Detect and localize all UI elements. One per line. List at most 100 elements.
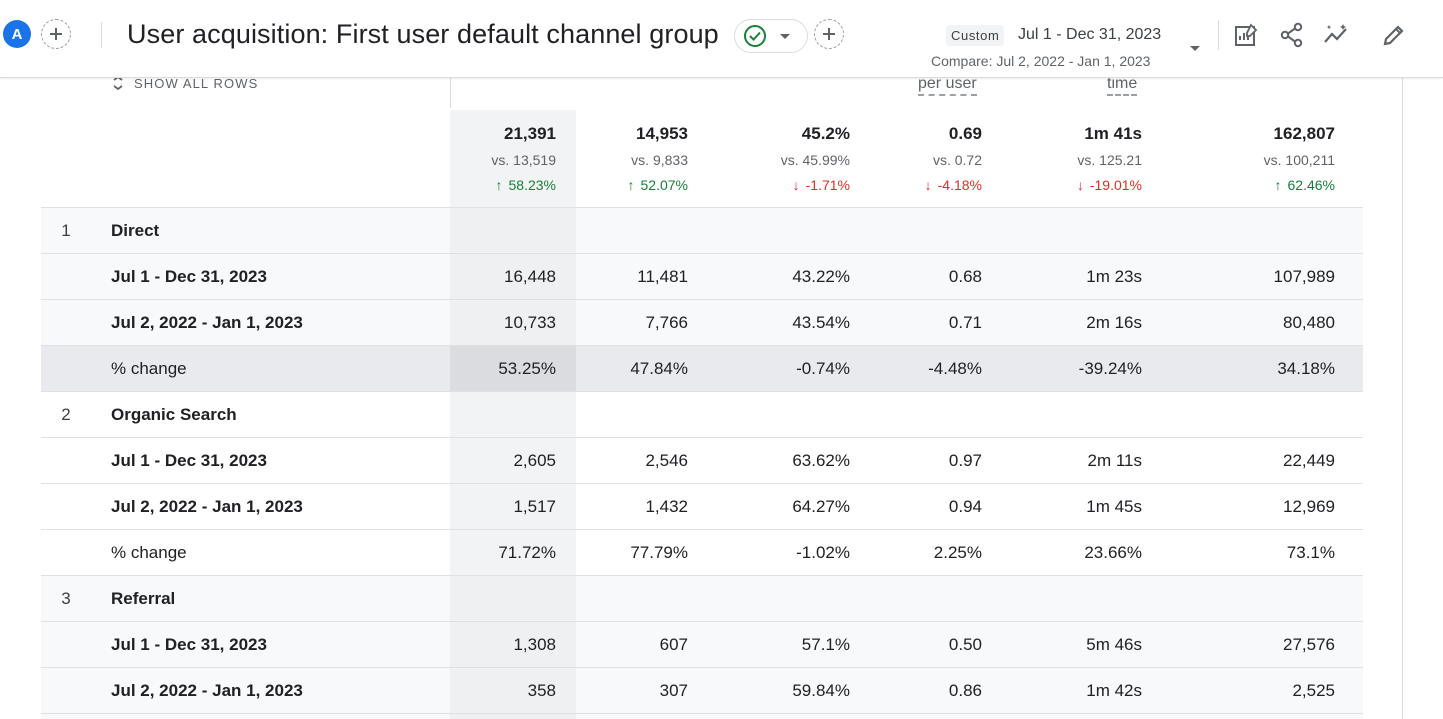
total-cell: 14,953 vs. 9,833 ↑ 52.07% xyxy=(576,110,688,207)
column-divider xyxy=(450,78,451,108)
sorted-column-highlight xyxy=(450,254,576,299)
table-cell: -4.48% xyxy=(928,358,982,378)
arrow-up-icon: ↑ xyxy=(1274,177,1282,193)
table-cell: 53.25% xyxy=(498,358,556,378)
edit-icon[interactable] xyxy=(1378,19,1410,51)
total-value: 21,391 xyxy=(504,124,556,143)
table-row: Jul 1 - Dec 31, 2023 1,308 607 57.1% 0.5… xyxy=(41,622,1363,668)
add-comparison-icon[interactable] xyxy=(41,19,71,49)
table-cell: 0.86 xyxy=(948,680,982,700)
table-cell: 64.27% xyxy=(792,496,850,516)
share-icon[interactable] xyxy=(1276,19,1308,51)
table-row: Jul 2, 2022 - Jan 1, 2023 1,517 1,432 64… xyxy=(41,484,1363,530)
group-row[interactable]: 2 Organic Search xyxy=(41,392,1363,438)
table-cell: 1,432 xyxy=(645,496,688,516)
total-change: ↑ 52.07% xyxy=(627,177,688,193)
channel-name: Direct xyxy=(111,220,160,240)
report-header: A User acquisition: First user default c… xyxy=(0,0,1443,78)
account-avatar[interactable]: A xyxy=(3,20,31,48)
table-cell: 1,308 xyxy=(513,634,556,654)
sorted-column-highlight xyxy=(450,438,576,483)
arrow-down-icon: ↓ xyxy=(792,177,800,193)
row-index: 3 xyxy=(61,588,71,608)
row-label: Jul 2, 2022 - Jan 1, 2023 xyxy=(111,496,303,516)
group-row[interactable]: 1 Direct xyxy=(41,208,1363,254)
sorted-column-highlight xyxy=(450,576,576,621)
show-all-rows-label: SHOW ALL ROWS xyxy=(134,75,259,91)
column-header-per-user[interactable]: per user xyxy=(918,75,977,96)
table-cell: 27,576 xyxy=(1283,634,1335,654)
sorted-column-highlight xyxy=(450,110,576,207)
table-cell: 80,480 xyxy=(1283,312,1335,332)
total-compare: vs. 9,833 xyxy=(631,152,688,168)
sorted-column-highlight xyxy=(450,668,576,713)
row-label: Jul 1 - Dec 31, 2023 xyxy=(111,266,267,286)
arrow-down-icon: ↓ xyxy=(1076,177,1084,193)
add-icon[interactable] xyxy=(814,19,844,49)
table-cell: 22,449 xyxy=(1283,450,1335,470)
total-compare: vs. 45.99% xyxy=(780,152,850,168)
channel-name: Organic Search xyxy=(111,404,237,424)
customize-report-icon[interactable] xyxy=(1230,19,1262,51)
table-cell: 358 xyxy=(527,680,556,700)
total-change: ↑ 62.46% xyxy=(1274,177,1335,193)
table-cell: -0.74% xyxy=(796,358,850,378)
table-cell: 0.50 xyxy=(948,634,982,654)
table-row: Jul 1 - Dec 31, 2023 2,605 2,546 63.62% … xyxy=(41,438,1363,484)
table-row-cutoff xyxy=(41,714,1363,719)
table-cell: 0.68 xyxy=(948,266,982,286)
row-index: 2 xyxy=(61,404,71,424)
total-cell: 162,807 vs. 100,211 ↑ 62.46% xyxy=(1142,110,1335,207)
column-header-time[interactable]: time xyxy=(1107,75,1138,96)
group-row[interactable]: 3 Referral xyxy=(41,576,1363,622)
table-cell: 5m 46s xyxy=(1086,634,1142,654)
sorted-column-highlight xyxy=(450,300,576,345)
sorted-column-highlight xyxy=(450,208,576,253)
insights-icon[interactable] xyxy=(1321,19,1353,51)
total-cell: 0.69 vs. 0.72 ↓ -4.18% xyxy=(850,110,982,207)
compare-range-text: Compare: Jul 2, 2022 - Jan 1, 2023 xyxy=(931,53,1151,69)
table-cell: 43.22% xyxy=(792,266,850,286)
table-cell: 2.25% xyxy=(933,542,982,562)
channel-name: Referral xyxy=(111,588,176,608)
table-row: % change 53.25% 47.84% -0.74% -4.48% -39… xyxy=(41,346,1363,392)
table-cell: 34.18% xyxy=(1277,358,1335,378)
table-cell: 47.84% xyxy=(630,358,688,378)
table-cell: 2m 11s xyxy=(1087,450,1143,470)
table-cell: 1m 23s xyxy=(1086,266,1142,286)
data-table: 21,391 vs. 13,519 ↑ 58.23% 14,953 vs. 9,8… xyxy=(41,110,1363,719)
table-row: Jul 2, 2022 - Jan 1, 2023 10,733 7,766 4… xyxy=(41,300,1363,346)
total-value: 45.2% xyxy=(801,124,850,143)
table-cell: 0.94 xyxy=(948,496,982,516)
row-index: 1 xyxy=(61,220,71,240)
table-cell: 10,733 xyxy=(504,312,556,332)
custom-range-badge: Custom xyxy=(946,25,1005,46)
sorted-column-highlight xyxy=(450,714,576,719)
table-cell: 1m 45s xyxy=(1086,496,1142,516)
table-row: Jul 2, 2022 - Jan 1, 2023 358 307 59.84%… xyxy=(41,668,1363,714)
date-range-dropdown-icon[interactable] xyxy=(1190,46,1200,51)
table-cell: 7,766 xyxy=(645,312,688,332)
table-cell: 1m 42s xyxy=(1086,680,1142,700)
total-value: 162,807 xyxy=(1273,124,1335,143)
report-status-dropdown[interactable] xyxy=(734,19,808,53)
page-title: User acquisition: First user default cha… xyxy=(127,19,719,49)
table-right-border xyxy=(1402,78,1403,719)
table-cell: 2,605 xyxy=(513,450,556,470)
total-cell: 21,391 vs. 13,519 ↑ 58.23% xyxy=(450,110,556,207)
totals-row: 21,391 vs. 13,519 ↑ 58.23% 14,953 vs. 9,8… xyxy=(41,110,1363,208)
sorted-column-highlight xyxy=(450,530,576,575)
total-change: ↓ -19.01% xyxy=(1076,177,1142,193)
table-cell: -39.24% xyxy=(1078,358,1142,378)
total-value: 0.69 xyxy=(948,124,982,143)
date-range-selector[interactable]: Jul 1 - Dec 31, 2023 xyxy=(1018,26,1162,43)
toolbar-divider xyxy=(1218,20,1219,50)
table-row: % change 71.72% 77.79% -1.02% 2.25% 23.6… xyxy=(41,530,1363,576)
total-compare: vs. 100,211 xyxy=(1263,152,1335,168)
table-cell: 63.62% xyxy=(792,450,850,470)
table-cell: 11,481 xyxy=(637,266,688,286)
sorted-column-highlight xyxy=(450,346,576,391)
total-cell: 1m 41s vs. 125.21 ↓ -19.01% xyxy=(982,110,1142,207)
sorted-column-highlight xyxy=(450,484,576,529)
table-cell: 2m 16s xyxy=(1086,312,1142,332)
